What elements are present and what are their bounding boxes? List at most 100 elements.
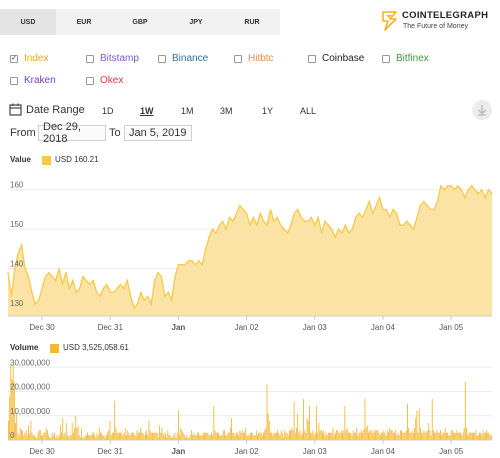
volume-bar	[104, 437, 106, 440]
volume-bar	[39, 430, 41, 440]
volume-bar	[117, 432, 119, 440]
exchange-checkbox[interactable]	[10, 76, 18, 85]
volume-bar	[188, 437, 190, 440]
value-point	[416, 216, 418, 218]
range-button-3m[interactable]: 3M	[220, 106, 233, 116]
download-button[interactable]	[472, 100, 492, 120]
currency-tab-rur[interactable]: RUR	[244, 18, 260, 26]
exchange-bitfinex[interactable]: Bitfinex	[382, 53, 429, 64]
volume-bar	[338, 432, 340, 440]
exchange-checkbox[interactable]	[234, 54, 242, 63]
exchange-bitstamp[interactable]: Bitstamp	[86, 53, 139, 64]
volume-bar	[360, 430, 362, 440]
volume-bar	[280, 430, 282, 440]
volume-bar	[417, 432, 419, 440]
volume-bar	[59, 425, 61, 440]
volume-bar	[98, 427, 100, 440]
volume-bar	[174, 432, 176, 440]
volume-bar	[448, 435, 450, 440]
volume-bar	[200, 435, 202, 440]
volume-bar	[372, 430, 374, 440]
volume-bar	[362, 432, 364, 440]
exchange-binance[interactable]: Binance	[158, 53, 208, 64]
exchange-checkbox[interactable]	[382, 54, 390, 63]
exchange-hitbtc[interactable]: Hitbtc	[234, 53, 274, 64]
value-y-tick: 140	[10, 260, 24, 269]
volume-bar	[352, 430, 354, 440]
volume-bar	[296, 427, 297, 440]
volume-bar	[153, 432, 155, 440]
volume-bar	[224, 430, 225, 440]
range-button-all[interactable]: ALL	[300, 106, 317, 116]
volume-bar	[353, 432, 355, 440]
volume-bar	[185, 437, 186, 440]
volume-bar	[427, 430, 428, 440]
volume-bar	[440, 430, 441, 440]
volume-bar	[304, 430, 306, 440]
value-point	[426, 204, 428, 207]
volume-bar	[287, 435, 289, 440]
volume-bar	[121, 432, 123, 440]
volume-bar	[32, 435, 34, 440]
download-icon	[478, 105, 486, 116]
range-button-1y[interactable]: 1Y	[262, 106, 274, 116]
value-point	[154, 279, 156, 282]
volume-bar	[192, 435, 194, 440]
value-point	[464, 197, 466, 199]
exchange-coinbase[interactable]: Coinbase	[308, 53, 364, 64]
volume-bar	[293, 401, 295, 440]
exchange-checkbox[interactable]: ✓	[10, 54, 18, 63]
value-point	[65, 272, 67, 274]
exchange-checkbox[interactable]	[86, 76, 94, 85]
volume-bar	[30, 420, 32, 440]
volume-bar	[76, 427, 78, 440]
value-point	[55, 279, 57, 282]
value-point	[109, 291, 111, 293]
currency-tab-jpy[interactable]: JPY	[189, 18, 203, 26]
volume-bar	[437, 432, 439, 440]
volume-bar	[146, 430, 147, 440]
value-point	[164, 295, 166, 297]
to-date-input[interactable]: Jan 5, 2019	[124, 125, 192, 141]
exchange-checkbox[interactable]	[86, 54, 94, 63]
exchange-checkbox[interactable]	[158, 54, 166, 63]
range-button-1m[interactable]: 1M	[181, 106, 194, 116]
exchange-index[interactable]: ✓ Index	[10, 53, 48, 64]
value-area	[8, 185, 492, 316]
volume-bar	[432, 430, 434, 440]
volume-bar	[416, 410, 418, 440]
volume-bar	[320, 430, 322, 440]
volume-bar	[118, 432, 120, 440]
volume-bar	[329, 432, 330, 440]
range-button-1d[interactable]: 1D	[102, 106, 114, 116]
volume-bar	[325, 432, 327, 440]
currency-tab-eur[interactable]: EUR	[76, 18, 92, 26]
exchange-okex[interactable]: Okex	[86, 75, 123, 86]
volume-bar	[418, 408, 420, 440]
value-point	[256, 224, 258, 226]
volume-bar	[122, 435, 124, 440]
volume-bar	[310, 432, 312, 440]
currency-tab-usd[interactable]: USD	[0, 9, 56, 35]
volume-legend-text: USD 3,525,058.61	[63, 343, 129, 352]
volume-bar	[344, 406, 346, 440]
currency-tab-gbp[interactable]: GBP	[132, 18, 148, 26]
volume-bar	[324, 435, 326, 440]
volume-bar	[395, 430, 397, 440]
from-date-input[interactable]: Dec 29, 2018	[38, 121, 106, 145]
volume-bar	[93, 432, 94, 440]
volume-bar	[392, 432, 394, 440]
value-point	[286, 232, 289, 234]
exchange-kraken[interactable]: Kraken	[10, 75, 56, 86]
volume-bar	[159, 425, 160, 440]
volume-bar	[419, 427, 421, 440]
brand-logo[interactable]: COINTELEGRAPH The Future of Money	[380, 6, 498, 36]
volume-bar	[38, 430, 40, 440]
value-point	[119, 283, 122, 285]
volume-bar	[85, 435, 87, 440]
exchange-checkbox[interactable]	[308, 54, 316, 63]
volume-bar	[422, 432, 424, 440]
value-point	[355, 216, 357, 218]
volume-bar	[340, 430, 342, 440]
range-button-1w[interactable]: 1W	[140, 106, 154, 116]
